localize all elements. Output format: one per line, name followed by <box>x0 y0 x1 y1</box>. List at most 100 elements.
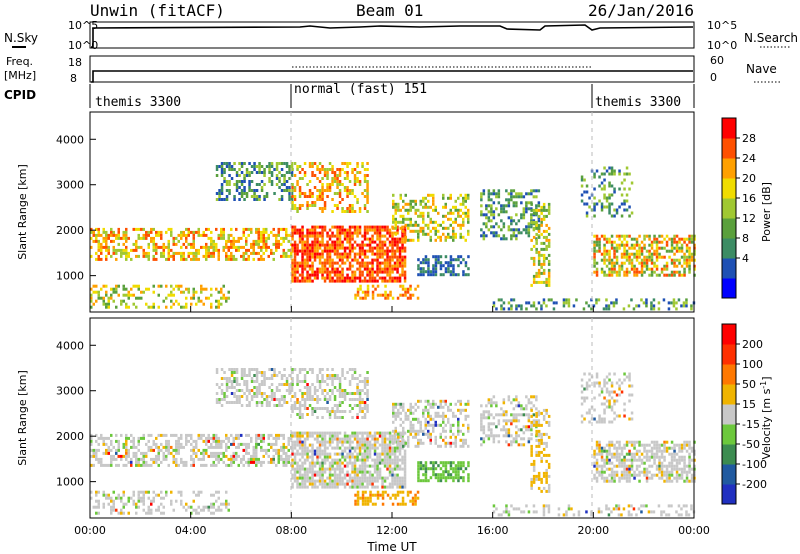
heatmap-cell <box>403 270 407 274</box>
heatmap-cell <box>95 505 98 509</box>
heatmap-cell <box>268 386 271 389</box>
heatmap-cell <box>457 223 460 227</box>
heatmap-cell <box>625 193 629 197</box>
heatmap-cell <box>388 240 392 244</box>
heatmap-cell <box>185 460 188 464</box>
heatmap-cell <box>127 254 130 258</box>
heatmap-cell <box>102 284 105 288</box>
heatmap-cell <box>517 195 521 199</box>
heatmap-cell <box>306 434 309 438</box>
heatmap-cell <box>383 228 387 232</box>
heatmap-cell <box>625 249 629 253</box>
heatmap-cell <box>398 255 402 259</box>
heatmap-cell <box>298 404 302 407</box>
heatmap-cell <box>341 461 344 465</box>
heatmap-cell <box>326 183 329 186</box>
heatmap-cell <box>150 236 153 240</box>
heatmap-cell <box>90 439 93 443</box>
heatmap-cell <box>90 496 93 500</box>
heatmap-cell <box>255 448 258 452</box>
heatmap-cell <box>275 451 278 455</box>
heatmap-cell <box>391 264 394 268</box>
heatmap-cell <box>678 249 681 253</box>
heatmap-cell <box>308 386 312 389</box>
heatmap-cell <box>522 228 526 232</box>
heatmap-cell <box>454 217 457 221</box>
heatmap-cell <box>399 432 402 436</box>
heatmap-cell <box>645 249 649 253</box>
heatmap-cell <box>424 405 427 409</box>
heatmap-cell <box>361 455 364 459</box>
heatmap-cell <box>303 380 307 383</box>
heatmap-cell <box>517 192 521 196</box>
heatmap-cell <box>378 458 382 462</box>
heatmap-cell <box>371 464 374 468</box>
heatmap-cell <box>603 193 606 197</box>
heatmap-cell <box>212 454 215 458</box>
heatmap-cell <box>485 222 488 226</box>
heatmap-cell <box>225 401 229 404</box>
heatmap-cell <box>233 380 236 383</box>
heatmap-cell <box>311 407 314 410</box>
heatmap-cell <box>308 398 312 401</box>
heatmap-cell <box>540 211 543 215</box>
heatmap-cell <box>346 434 349 438</box>
heatmap-cell <box>333 410 337 413</box>
heatmap-cell <box>165 284 168 288</box>
heatmap-cell <box>427 479 430 483</box>
heatmap-cell <box>348 383 352 386</box>
heatmap-cell <box>690 252 694 256</box>
heatmap-cell <box>346 371 349 374</box>
heatmap-cell <box>301 261 304 265</box>
heatmap-cell <box>155 251 158 255</box>
heatmap-cell <box>227 502 230 506</box>
heatmap-cell <box>444 464 448 468</box>
heatmap-cell <box>237 433 240 437</box>
heatmap-cell <box>321 389 324 392</box>
heatmap-cell <box>265 377 269 380</box>
heatmap-cell <box>232 236 235 240</box>
heatmap-cell <box>603 258 606 262</box>
heatmap-cell <box>625 240 629 244</box>
heatmap-cell <box>454 402 457 406</box>
heatmap-cell <box>331 177 334 180</box>
heatmap-cell <box>452 273 455 277</box>
heatmap-cell <box>338 470 342 474</box>
heatmap-cell <box>275 236 278 240</box>
heatmap-cell <box>373 434 377 438</box>
heatmap-cell <box>386 464 389 468</box>
heatmap-cell <box>407 238 410 242</box>
heatmap-cell <box>190 230 193 234</box>
heatmap-cell <box>419 441 422 445</box>
heatmap-cell <box>398 261 402 265</box>
heatmap-cell <box>275 233 278 237</box>
heatmap-cell <box>381 279 384 283</box>
heatmap-cell <box>288 195 291 198</box>
heatmap-cell <box>287 457 290 461</box>
heatmap-cell <box>165 296 168 300</box>
heatmap-cell <box>270 392 274 395</box>
heatmap-cell <box>444 202 447 206</box>
heatmap-cell <box>449 211 452 215</box>
heatmap-cell <box>356 171 359 174</box>
heatmap-cell <box>452 220 455 224</box>
heatmap-cell <box>225 180 229 183</box>
heatmap-cell <box>195 254 198 258</box>
heatmap-cell <box>336 231 339 235</box>
heatmap-cell <box>296 449 299 453</box>
heatmap-cell <box>301 279 304 283</box>
heatmap-cell <box>363 407 367 410</box>
heatmap-cell <box>291 395 294 398</box>
heatmap-cell <box>130 439 133 443</box>
heatmap-cell <box>452 258 455 262</box>
heatmap-cell <box>507 204 511 208</box>
heatmap-cell <box>618 246 621 250</box>
heatmap-cell <box>328 398 332 401</box>
heatmap-cell <box>414 444 417 448</box>
heatmap-cell <box>212 242 215 246</box>
heatmap-cell <box>462 476 465 480</box>
heatmap-cell <box>220 227 223 231</box>
heatmap-cell <box>422 196 425 200</box>
heatmap-cell <box>155 508 158 512</box>
heatmap-cell <box>417 208 420 212</box>
